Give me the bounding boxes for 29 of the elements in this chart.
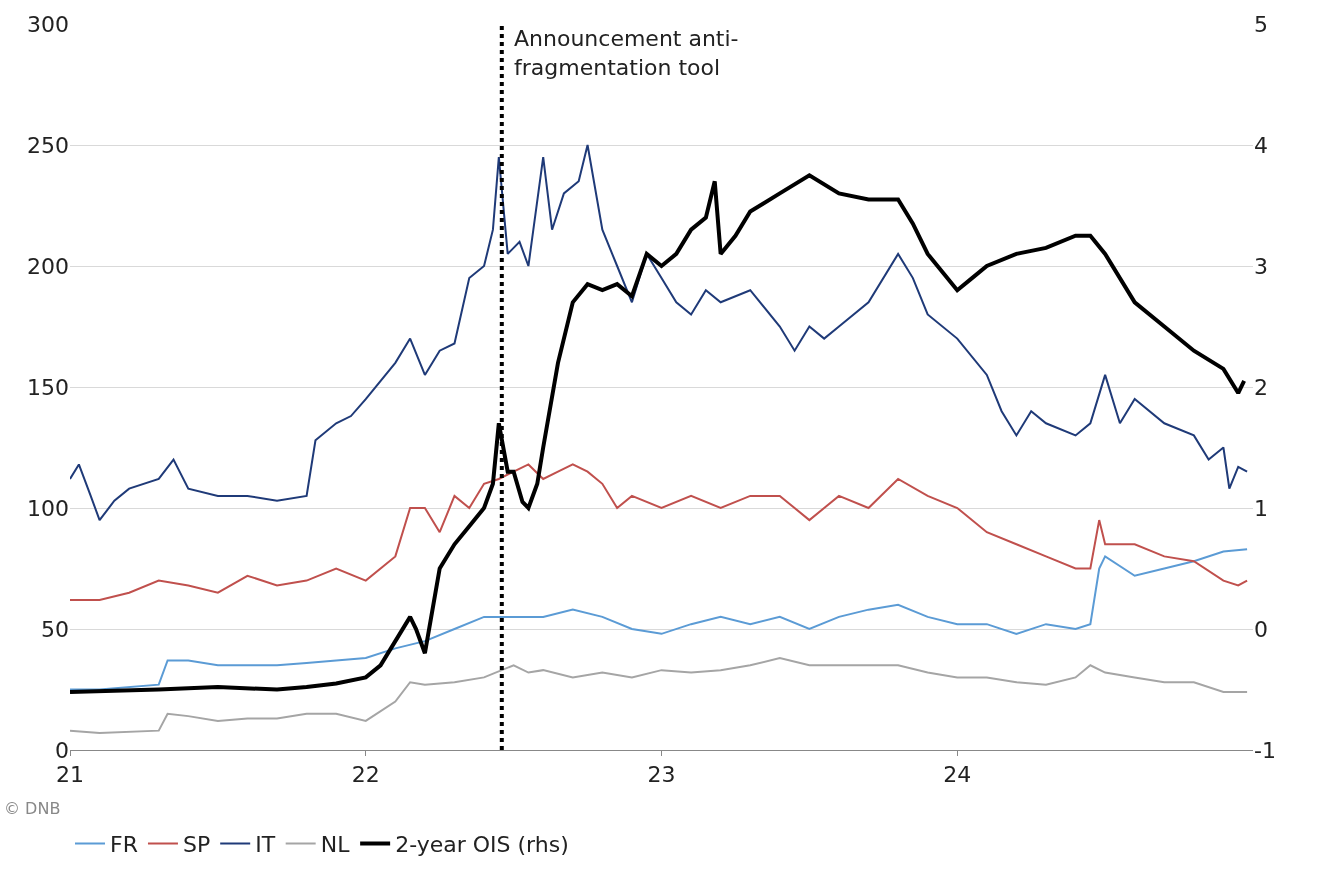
line-series <box>70 657 1249 735</box>
x-tick-label: 22 <box>351 762 380 788</box>
y-tick-label: 100 <box>27 495 69 521</box>
text: © DNB <box>4 799 61 818</box>
y2-tick-label: 1 <box>1254 495 1268 521</box>
line-series <box>70 144 1249 522</box>
line-series <box>70 463 1249 601</box>
y2-tick-label: -1 <box>1254 737 1276 763</box>
y2-tick-label: 0 <box>1254 616 1268 642</box>
y-tick-label: 300 <box>27 11 69 37</box>
x-tick-label: 23 <box>647 762 676 788</box>
y-tick-label: 0 <box>55 737 69 763</box>
ref-line-label: Announcement anti-fragmentation tool <box>514 26 739 80</box>
y-tick-label: 150 <box>27 374 69 400</box>
y2-tick-label: 5 <box>1254 11 1268 37</box>
y-tick-label: 200 <box>27 253 69 279</box>
y2-tick-label: 2 <box>1254 374 1268 400</box>
legend-label: FR <box>110 831 138 857</box>
y-tick-label: 250 <box>27 132 69 158</box>
line-series <box>70 548 1249 691</box>
legend-label: IT <box>255 831 276 857</box>
y2-tick-label: 3 <box>1254 253 1268 279</box>
legend-label: NL <box>320 831 351 857</box>
y-tick-label: 50 <box>41 616 69 642</box>
x-tick-label: 21 <box>56 762 84 788</box>
y2-tick-label: 4 <box>1254 132 1268 158</box>
x-tick-label: 24 <box>943 762 972 788</box>
legend-label: 2-year OIS (rhs) <box>395 831 569 857</box>
legend-label: SP <box>182 831 211 857</box>
